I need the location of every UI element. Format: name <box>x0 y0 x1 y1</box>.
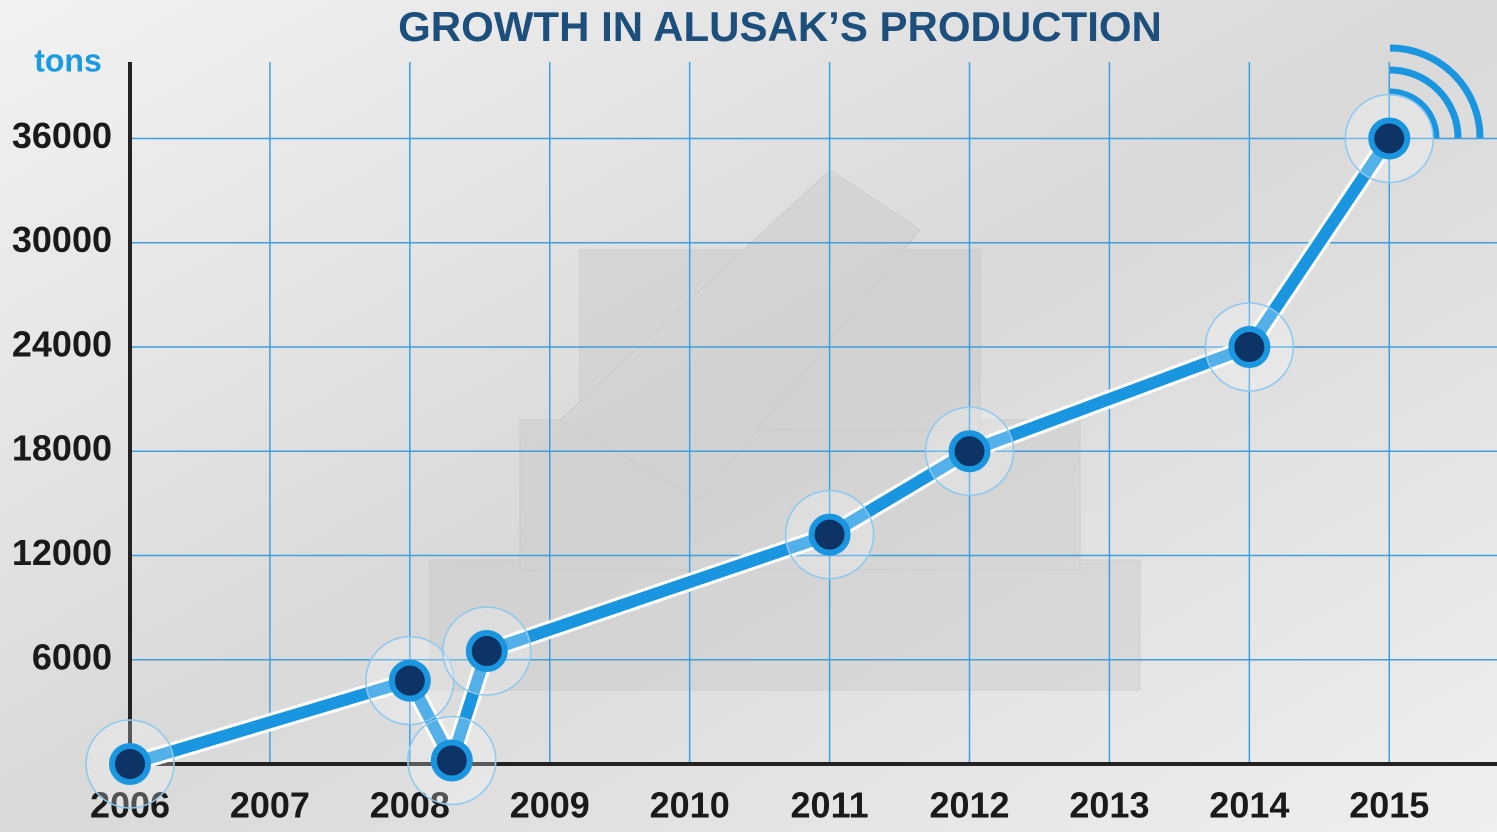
marker <box>112 746 148 782</box>
marker <box>812 517 848 553</box>
y-tick-label: 18000 <box>12 428 112 469</box>
y-tick-label: 30000 <box>12 219 112 260</box>
y-tick-label: 24000 <box>12 323 112 364</box>
marker <box>392 663 428 699</box>
y-axis-label: tons <box>34 42 102 78</box>
y-tick-label: 12000 <box>12 532 112 573</box>
x-tick-label: 2007 <box>230 785 310 826</box>
x-tick-label: 2015 <box>1349 785 1429 826</box>
chart: GROWTH IN ALUSAK’S PRODUCTION tons 6000 1… <box>0 0 1497 832</box>
chart-title: GROWTH IN ALUSAK’S PRODUCTION <box>398 3 1162 50</box>
marker <box>469 633 505 669</box>
marker <box>1371 120 1407 156</box>
marker <box>1231 329 1267 365</box>
marker <box>434 743 470 779</box>
x-tick-label: 2011 <box>791 785 869 826</box>
x-tick-label: 2009 <box>510 785 590 826</box>
x-tick-label: 2012 <box>929 785 1009 826</box>
x-tick-label: 2010 <box>650 785 730 826</box>
y-tick-label: 36000 <box>12 115 112 156</box>
x-tick-label: 2013 <box>1069 785 1149 826</box>
y-tick-label: 6000 <box>32 636 112 677</box>
x-tick-label: 2014 <box>1209 785 1289 826</box>
marker <box>952 433 988 469</box>
